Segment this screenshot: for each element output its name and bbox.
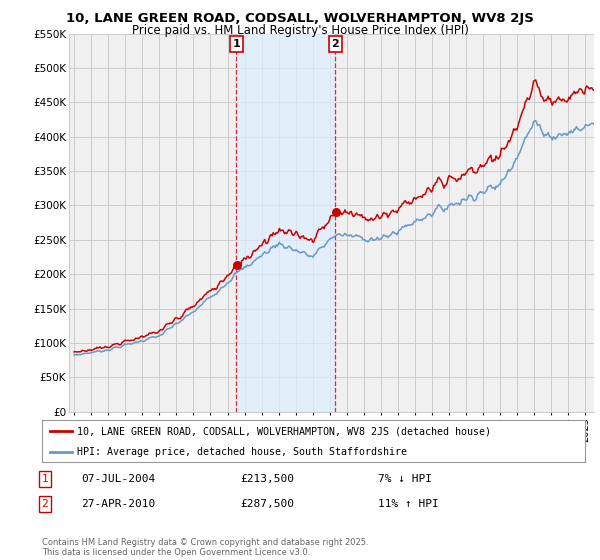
Text: Price paid vs. HM Land Registry's House Price Index (HPI): Price paid vs. HM Land Registry's House …: [131, 24, 469, 36]
Text: 10, LANE GREEN ROAD, CODSALL, WOLVERHAMPTON, WV8 2JS (detached house): 10, LANE GREEN ROAD, CODSALL, WOLVERHAMP…: [77, 426, 491, 436]
Text: 1: 1: [41, 474, 49, 484]
Text: 2: 2: [331, 39, 339, 49]
Text: 7% ↓ HPI: 7% ↓ HPI: [378, 474, 432, 484]
Text: HPI: Average price, detached house, South Staffordshire: HPI: Average price, detached house, Sout…: [77, 447, 407, 458]
Text: £213,500: £213,500: [240, 474, 294, 484]
Text: 2: 2: [41, 499, 49, 509]
Text: £287,500: £287,500: [240, 499, 294, 509]
Text: 27-APR-2010: 27-APR-2010: [81, 499, 155, 509]
Text: 1: 1: [233, 39, 240, 49]
Text: 07-JUL-2004: 07-JUL-2004: [81, 474, 155, 484]
Text: 10, LANE GREEN ROAD, CODSALL, WOLVERHAMPTON, WV8 2JS: 10, LANE GREEN ROAD, CODSALL, WOLVERHAMP…: [66, 12, 534, 25]
Text: 11% ↑ HPI: 11% ↑ HPI: [378, 499, 439, 509]
Text: Contains HM Land Registry data © Crown copyright and database right 2025.
This d: Contains HM Land Registry data © Crown c…: [42, 538, 368, 557]
Bar: [236, 34, 335, 412]
